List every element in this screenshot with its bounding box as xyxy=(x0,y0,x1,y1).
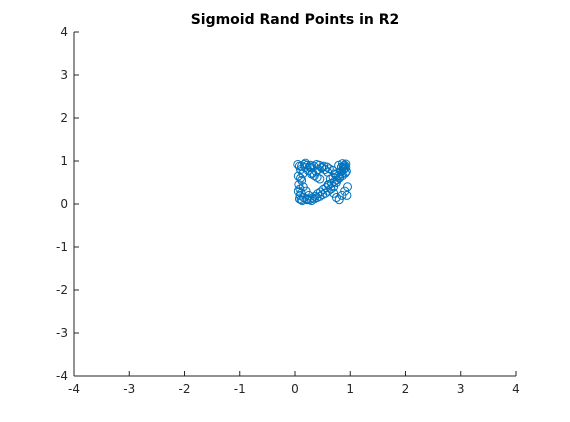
scatter-point xyxy=(321,183,331,193)
x-tick-label: 1 xyxy=(346,382,354,396)
scatter-point xyxy=(297,196,307,206)
y-tick-label: 3 xyxy=(60,68,68,82)
x-tick-label: -4 xyxy=(68,382,80,396)
y-tick-label: -3 xyxy=(56,326,68,340)
y-tick-label: -1 xyxy=(56,240,68,254)
x-tick-label: -3 xyxy=(123,382,135,396)
scatter-point xyxy=(331,170,341,180)
scatter-point xyxy=(339,161,349,171)
x-tick-label: -2 xyxy=(179,382,191,396)
y-tick-label: -2 xyxy=(56,283,68,297)
scatter-point xyxy=(293,186,303,196)
scatter-point xyxy=(313,189,323,199)
scatter-points xyxy=(293,158,352,206)
y-tick-label: 2 xyxy=(60,111,68,125)
scatter-point xyxy=(315,187,325,197)
scatter-point xyxy=(310,191,320,201)
scatter-point xyxy=(341,162,351,172)
x-tick-label: -1 xyxy=(234,382,246,396)
chart-title: Sigmoid Rand Points in R2 xyxy=(191,12,400,28)
scatter-point xyxy=(315,174,325,184)
y-tick-label: -4 xyxy=(56,369,68,383)
scatter-point xyxy=(323,180,333,190)
scatter-point xyxy=(334,195,344,205)
y-tick-label: 0 xyxy=(60,197,68,211)
x-tick-label: 3 xyxy=(457,382,465,396)
scatter-point xyxy=(295,184,305,194)
scatter-point xyxy=(342,190,352,200)
y-ticks: -4 -3 -2 -1 0 1 2 3 4 xyxy=(56,25,79,383)
x-tick-label: 0 xyxy=(291,382,299,396)
scatter-point xyxy=(323,167,333,177)
scatter-point xyxy=(302,160,312,170)
scatter-point xyxy=(307,193,317,203)
scatter-point xyxy=(320,165,330,175)
x-tick-label: 4 xyxy=(512,382,520,396)
scatter-point xyxy=(328,172,338,182)
scatter-point xyxy=(305,162,315,172)
scatter-point xyxy=(295,190,305,200)
scatter-point xyxy=(296,173,306,183)
x-tick-label: 2 xyxy=(402,382,410,396)
x-ticks: -4 -3 -2 -1 0 1 2 3 4 xyxy=(68,371,520,396)
scatter-point xyxy=(296,195,306,205)
scatter-point xyxy=(312,172,322,182)
y-tick-label: 4 xyxy=(60,25,68,39)
y-tick-label: 1 xyxy=(60,154,68,168)
scatter-point xyxy=(294,180,304,190)
